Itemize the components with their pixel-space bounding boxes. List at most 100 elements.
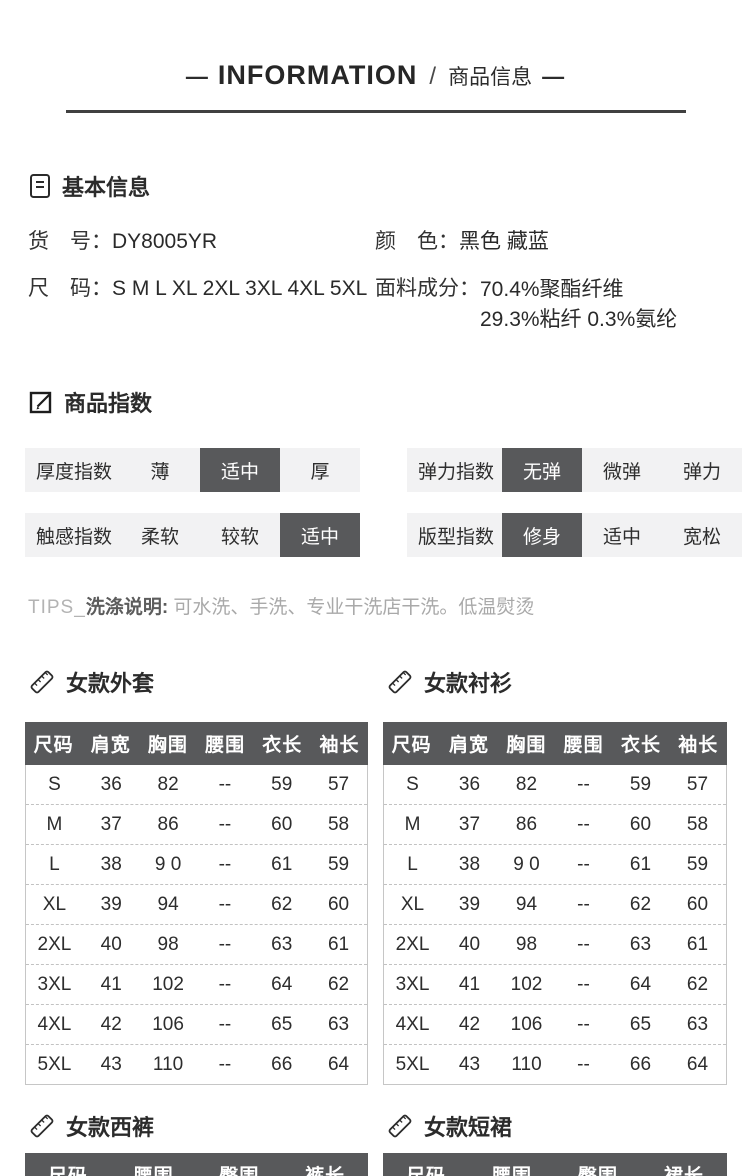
table-cell: 60 [271,813,293,835]
page-header: — INFORMATION / 商品信息 — [0,60,750,91]
table-row: M 37 86 -- 60 58 [384,805,726,845]
column-header: 裤长 [282,1161,368,1176]
table-cell: -- [577,773,590,795]
column-header: 裙长 [641,1161,727,1176]
table-cell: 37 [100,813,122,835]
wash-tips: TIPS_洗涤说明: 可水洗、手洗、专业干洗店干洗。低温熨烫 [28,592,534,619]
table-cell: 58 [686,813,709,835]
column-header: 袖长 [678,735,719,756]
index-option-selected: 修身 [502,513,582,557]
table-cell: 41 [458,973,481,995]
table-cell: 41 [100,973,122,995]
header-subtitle: 商品信息 [448,66,533,89]
coat-table-title: 女款外套 [28,666,154,698]
column-header: 臀围 [197,1161,283,1176]
field-label: 货 号： [28,230,112,253]
table-cell: 57 [327,773,350,795]
table-cell: 3XL [37,973,72,995]
skirt-table-title: 女款短裙 [386,1110,512,1142]
edit-icon [28,389,54,415]
table-row: 4XL 42 106 -- 65 63 [384,1005,726,1045]
header-divider [66,110,686,113]
table-row: 2XL 40 98 -- 63 61 [384,925,726,965]
table-cell: 5XL [395,1053,430,1075]
index-option: 弹力 [682,461,721,483]
table-cell: -- [218,933,232,955]
field-sizes: 尺 码： S M L XL 2XL 3XL 4XL 5XL [28,275,367,303]
index-label: 弹力指数 [418,461,495,483]
table-cell: 98 [157,933,179,955]
table-row: S 36 82 -- 59 57 [26,765,367,805]
index-option: 较软 [220,526,259,548]
table-cell: 36 [458,773,481,795]
basic-info-section-title: 基本信息 [28,170,150,202]
table-cell: 61 [686,933,709,955]
table-cell: 39 [100,893,122,915]
field-item-number: 货 号： DY8005YR [28,228,217,256]
header-dash-left: — [185,64,208,89]
column-header: 胸围 [506,735,547,756]
table-cell: -- [218,773,232,795]
table-cell: 62 [686,973,709,995]
size-table-header: 尺码腰围臀围裙长 [383,1153,727,1176]
table-row: 4XL 42 106 -- 65 63 [26,1005,367,1045]
table-cell: -- [577,973,590,995]
fabric-line-1: 70.4%聚酯纤维 [480,278,624,301]
column-header: 肩宽 [448,735,489,756]
table-cell: 57 [686,773,709,795]
table-cell: 106 [152,1013,184,1035]
table-cell: 4XL [395,1013,430,1035]
index-label: 触感指数 [36,526,113,548]
table-cell: 42 [458,1013,481,1035]
index-option-selected: 适中 [280,513,360,557]
table-cell: 61 [271,853,293,875]
table-row: 3XL 41 102 -- 64 62 [384,965,726,1005]
column-header: 尺码 [383,1161,469,1176]
index-option-selected: 适中 [200,448,280,492]
trousers-table-title: 女款西裤 [28,1110,154,1142]
index-option: 厚 [310,461,330,483]
table-cell: 110 [511,1053,542,1075]
index-option: 适中 [602,526,641,548]
table-cell: 4XL [37,1013,72,1035]
table-row: M 37 86 -- 60 58 [26,805,367,845]
table-cell: 59 [327,853,350,875]
table-cell: 102 [510,973,543,995]
column-header: 腰围 [469,1161,555,1176]
table-cell: 63 [686,1013,709,1035]
table-row: 5XL 43 110 -- 66 64 [384,1045,726,1084]
table-cell: -- [577,1013,590,1035]
table-row: 3XL 41 102 -- 64 62 [26,965,367,1005]
field-label: 尺 码： [28,277,112,300]
table-cell: 62 [327,973,350,995]
field-fabric: 面料成分： 70.4%聚酯纤维 29.3%粘纤 0.3%氨纶 [375,275,677,335]
table-cell: 2XL [37,933,72,955]
table-cell: 64 [629,973,652,995]
table-cell: M [46,813,63,835]
table-cell: -- [577,933,590,955]
table-cell: 60 [629,813,652,835]
column-header: 腰围 [563,735,604,756]
column-header: 臀围 [555,1161,641,1176]
shirt-size-table: 尺码 肩宽 胸围 腰围 衣长 袖长 S 36 82 -- 59 57 M 37 86 -- 60 58 L 38 9 0… [383,722,727,1085]
table-cell: 59 [686,853,709,875]
size-table-header: 尺码腰围臀围裤长 [25,1153,368,1176]
table-cell: 110 [152,1053,184,1075]
table-cell: 82 [157,773,179,795]
table-cell: 98 [515,933,538,955]
table-cell: 65 [629,1013,652,1035]
index-row-touch: 触感指数 柔软 较软 适中 [25,513,360,557]
table-cell: S [406,773,419,795]
table-cell: 2XL [395,933,430,955]
index-option: 薄 [150,461,170,483]
table-cell: 64 [327,1053,350,1075]
column-header: 尺码 [25,1161,111,1176]
table-cell: 106 [510,1013,543,1035]
product-index-section-title: 商品指数 [28,386,152,418]
table-cell: -- [218,973,232,995]
column-header: 尺码 [33,735,74,756]
table-cell: 86 [515,813,538,835]
header-separator: / [429,63,437,90]
size-table-header: 尺码 肩宽 胸围 腰围 衣长 袖长 [383,722,727,765]
table-row: S 36 82 -- 59 57 [384,765,726,805]
